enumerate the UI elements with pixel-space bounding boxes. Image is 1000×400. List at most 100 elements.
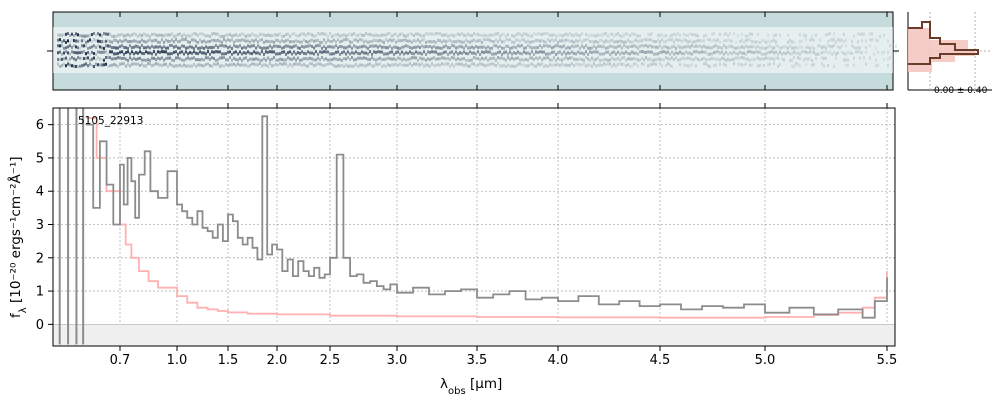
spectrum-2d-pixel [71,64,73,68]
spectrum-2d-pixel [477,50,479,54]
y-axis-label-sub: λ [18,307,29,313]
spectrum-2d-pixel [741,63,743,67]
spectrum-2d-pixel [711,52,713,56]
spectrum-2d-pixel [397,56,399,60]
spectrum-2d-pixel [107,64,109,68]
spectrum-2d-pixel [133,32,135,36]
spectrum-2d-pixel [301,44,303,48]
spectrum-2d-pixel [377,57,379,61]
spectrum-2d-pixel [103,40,105,44]
spectrum-2d-pixel [537,62,539,66]
spectrum-2d-pixel [473,32,475,36]
spectrum-2d-pixel [147,39,149,43]
spectrum-2d-pixel [365,32,367,36]
spectrum-2d-pixel [681,39,683,43]
spectrum-2d-pixel [309,62,311,66]
spectrum-2d-pixel [235,63,237,67]
spectrum-2d-pixel [783,58,785,62]
spectrum-2d-pixel [659,44,661,48]
spectrum-2d-pixel [533,52,535,56]
spectrum-2d-pixel [591,64,593,68]
spectrum-2d-pixel [537,32,539,36]
spectrum-2d-pixel [503,57,505,61]
spectrum-2d-pixel [213,50,215,54]
spectrum-2d-pixel [305,57,307,61]
spectrum-2d-pixel [191,45,193,49]
spectrum-2d-pixel [481,34,483,38]
spectrum-2d-pixel [185,34,187,38]
spectrum-2d-pixel [569,39,571,43]
spectrum-2d-pixel [895,50,897,54]
spectrum-2d-pixel [795,51,797,55]
spectrum-2d-pixel [655,45,657,49]
spectrum-2d-pixel [375,39,377,43]
spectrum-2d-pixel [613,34,615,38]
spectrum-2d-pixel [101,63,103,67]
spectrum-2d-pixel [721,46,723,50]
spectrum-2d-pixel [219,44,221,48]
spectrum-2d-pixel [757,33,759,37]
spectrum-2d-pixel [343,64,345,68]
spectrum-2d-pixel [343,46,345,50]
spectrum-2d-pixel [403,45,405,49]
spectrum-2d-pixel [267,46,269,50]
spectrum-2d-pixel [425,32,427,36]
flux-point [362,282,365,284]
spectrum-2d-pixel [355,33,357,37]
spectrum-2d-pixel [203,39,205,43]
flux-point [525,298,527,300]
series-layer [58,108,888,345]
spectrum-2d-pixel [311,51,313,55]
spectrum-2d-pixel [889,44,891,48]
spectrum-2d-pixel [711,39,713,43]
spectrum-2d-pixel [875,64,877,68]
spectrum-2d-pixel [633,32,635,36]
spectrum-2d-pixel [225,33,227,37]
spectrum-2d-pixel [497,45,499,49]
spectrum-2d-pixel [683,56,685,60]
spectrum-2d-pixel [335,64,337,68]
spectrum-2d-pixel [459,39,461,43]
spectrum-2d-pixel [375,62,377,66]
spectrum-2d-pixel [131,50,133,54]
flux-point [201,227,204,229]
spectrum-2d-pixel [301,50,303,54]
spectrum-2d-pixel [777,52,779,56]
spectrum-2d-pixel [265,63,267,67]
spectrum-2d-pixel [167,33,169,37]
spectrum-2d-pixel [767,45,769,49]
spectrum-2d-pixel [565,52,567,56]
spectrum-2d-pixel [281,34,283,38]
spectrum-2d-pixel [535,50,537,54]
spectrum-2d-pixel [791,52,793,56]
spectrum-2d-pixel [597,33,599,37]
spectrum-2d-pixel [421,38,423,42]
spectrum-2d-pixel [831,45,833,49]
spectrum-2d-pixel [575,57,577,61]
spectrum-2d-pixel [723,39,725,43]
spectrum-2d-pixel [513,34,515,38]
spectrum-2d-pixel [199,32,201,36]
spectrum-2d-pixel [625,32,627,36]
spectrum-2d-pixel [671,56,673,60]
spectrum-2d-pixel [545,52,547,56]
spectrum-2d-pixel [345,38,347,42]
spectrum-2d-pixel [155,62,157,66]
spectrum-2d-pixel [133,45,135,49]
spectrum-2d-pixel [227,33,229,37]
spectrum-2d-pixel [135,51,137,55]
spectrum-2d-pixel [833,64,835,68]
spectrum-2d-pixel [339,52,341,56]
spectrum-2d-pixel [541,62,543,66]
spectrum-2d-pixel [473,51,475,55]
spectrum-2d-pixel [737,52,739,56]
spectrum-2d-pixel [699,39,701,43]
spectrum-2d-pixel [597,64,599,68]
spectrum-2d-pixel [743,46,745,50]
spectrum-2d-pixel [447,39,449,43]
spectrum-2d-pixel [769,57,771,61]
spectrum-2d-pixel [745,44,747,48]
spectrum-2d-pixel [573,45,575,49]
spectrum-2d-pixel [145,33,147,37]
spectrum-2d-pixel [347,33,349,37]
